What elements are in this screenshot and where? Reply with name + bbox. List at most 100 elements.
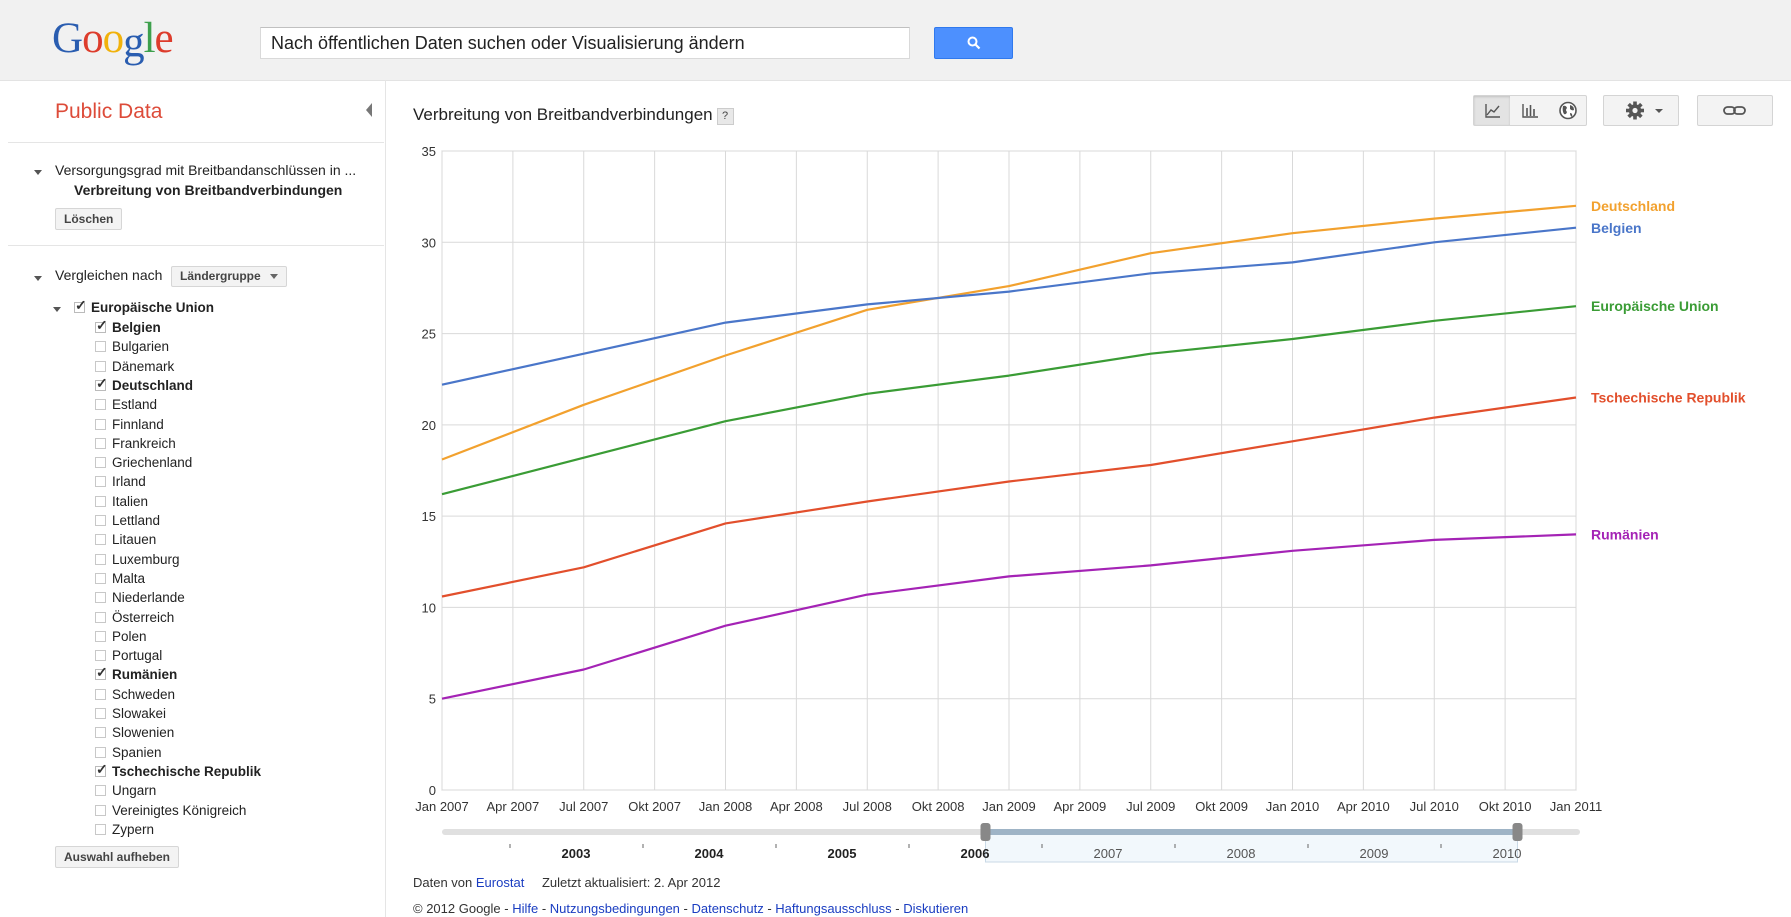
series-label: Europäische Union xyxy=(1591,298,1719,314)
country-item[interactable]: Portugal xyxy=(95,648,162,667)
country-checkbox[interactable] xyxy=(95,708,106,719)
search-input[interactable]: Nach öffentlichen Daten suchen oder Visu… xyxy=(260,27,910,59)
link-button[interactable] xyxy=(1697,95,1773,126)
country-checkbox[interactable] xyxy=(95,375,108,391)
logo-letter: o xyxy=(82,15,103,62)
country-item[interactable]: Niederlande xyxy=(95,590,185,609)
country-item[interactable]: Spanien xyxy=(95,745,162,764)
metric-name: Verbreitung von Breitbandverbindungen xyxy=(74,182,343,198)
country-label: Österreich xyxy=(112,609,175,625)
bar-chart-icon xyxy=(1522,104,1538,118)
country-checkbox[interactable] xyxy=(95,664,108,681)
country-label: Belgien xyxy=(112,320,161,335)
logo-letter: G xyxy=(52,15,83,62)
country-item[interactable]: Bulgarien xyxy=(95,339,169,358)
country-item[interactable]: Vereinigtes Königreich xyxy=(95,803,246,822)
footer-link[interactable]: Diskutieren xyxy=(903,901,969,916)
country-item[interactable]: Slowenien xyxy=(95,725,174,744)
footer-link[interactable]: Haftungsausschluss xyxy=(775,901,892,916)
bar-chart-button[interactable] xyxy=(1512,96,1548,125)
country-item[interactable]: Ungarn xyxy=(95,783,156,802)
footer-link[interactable]: Datenschutz xyxy=(691,901,764,916)
public-data-title[interactable]: Public Data xyxy=(55,100,163,123)
country-checkbox[interactable] xyxy=(95,495,106,507)
settings-menu[interactable] xyxy=(1603,95,1679,126)
country-item[interactable]: Zypern xyxy=(95,822,154,841)
country-item[interactable]: Estland xyxy=(95,397,157,416)
country-checkbox[interactable] xyxy=(95,515,106,526)
country-item[interactable]: Frankreich xyxy=(95,436,176,455)
country-item[interactable]: Lettland xyxy=(95,513,160,532)
footer-link[interactable]: Hilfe xyxy=(512,901,539,916)
group-row[interactable]: Europäische Union xyxy=(74,297,214,315)
country-item[interactable]: Finnland xyxy=(95,417,164,436)
country-item[interactable]: Slowakei xyxy=(95,706,166,725)
country-checkbox[interactable] xyxy=(95,630,106,642)
group-checkbox[interactable] xyxy=(74,297,87,314)
country-item[interactable]: Dänemark xyxy=(95,359,174,378)
country-checkbox[interactable] xyxy=(95,785,106,797)
country-item[interactable]: Deutschland xyxy=(95,375,193,397)
clear-button[interactable]: Löschen xyxy=(55,208,123,230)
country-checkbox[interactable] xyxy=(95,360,106,372)
x-tick-label: Jul 2010 xyxy=(1410,799,1459,814)
country-item[interactable]: Griechenland xyxy=(95,455,192,474)
country-label: Polen xyxy=(112,628,147,644)
search-button[interactable] xyxy=(934,27,1013,59)
google-logo[interactable]: Google xyxy=(52,14,174,66)
expand-compare-icon[interactable] xyxy=(34,270,42,288)
country-item[interactable]: Irland xyxy=(95,474,146,493)
country-item[interactable]: Belgien xyxy=(95,317,161,339)
country-checkbox[interactable] xyxy=(95,418,106,430)
plot-area xyxy=(441,150,1577,791)
country-checkbox[interactable] xyxy=(95,823,106,835)
x-tick-label: Jan 2010 xyxy=(1266,799,1320,814)
series-line xyxy=(441,226,1577,386)
country-label: Niederlande xyxy=(112,590,185,606)
country-checkbox[interactable] xyxy=(95,688,106,700)
series-label: Deutschland xyxy=(1591,198,1675,214)
country-checkbox[interactable] xyxy=(95,399,106,411)
dataset-name[interactable]: Versorgungsgrad mit Breitbandanschlüssen… xyxy=(55,162,357,178)
country-checkbox[interactable] xyxy=(95,746,106,758)
country-checkbox[interactable] xyxy=(95,317,108,333)
country-checkbox[interactable] xyxy=(95,761,108,777)
compare-select[interactable]: Ländergruppe xyxy=(171,266,288,287)
link-icon xyxy=(1723,106,1746,115)
country-label: Litauen xyxy=(112,532,157,548)
country-item[interactable]: Italien xyxy=(95,494,148,513)
country-checkbox[interactable] xyxy=(95,476,106,488)
country-label: Dänemark xyxy=(112,358,175,374)
source-link[interactable]: Eurostat xyxy=(475,875,525,890)
country-item[interactable]: Schweden xyxy=(95,687,175,706)
footer-link[interactable]: Nutzungsbedingungen xyxy=(549,901,680,916)
line-chart-button[interactable] xyxy=(1474,96,1510,125)
y-tick-label: 5 xyxy=(429,692,436,707)
country-checkbox[interactable] xyxy=(95,553,106,565)
country-checkbox[interactable] xyxy=(95,592,106,604)
country-checkbox[interactable] xyxy=(95,341,106,353)
expand-dataset-icon[interactable] xyxy=(34,164,42,182)
country-checkbox[interactable] xyxy=(95,457,106,469)
country-item[interactable]: Tschechische Republik xyxy=(95,761,261,783)
country-checkbox[interactable] xyxy=(95,534,106,546)
country-item[interactable]: Rumänien xyxy=(95,664,177,686)
country-checkbox[interactable] xyxy=(95,611,106,623)
country-label: Bulgarien xyxy=(112,339,170,355)
country-checkbox[interactable] xyxy=(95,650,106,662)
country-item[interactable]: Malta xyxy=(95,571,145,590)
collapse-sidebar-icon[interactable] xyxy=(366,103,372,117)
country-item[interactable]: Österreich xyxy=(95,610,174,629)
expand-group-icon[interactable] xyxy=(53,301,61,319)
country-item[interactable]: Polen xyxy=(95,629,147,648)
help-button[interactable]: ? xyxy=(716,108,734,125)
country-checkbox[interactable] xyxy=(95,804,106,816)
series-label: Tschechische Republik xyxy=(1591,389,1746,405)
clear-selection-button[interactable]: Auswahl aufheben xyxy=(55,846,180,868)
country-item[interactable]: Luxemburg xyxy=(95,552,180,571)
country-checkbox[interactable] xyxy=(95,572,106,584)
country-item[interactable]: Litauen xyxy=(95,532,156,551)
country-checkbox[interactable] xyxy=(95,727,106,739)
map-button[interactable] xyxy=(1550,96,1586,125)
country-checkbox[interactable] xyxy=(95,437,106,449)
